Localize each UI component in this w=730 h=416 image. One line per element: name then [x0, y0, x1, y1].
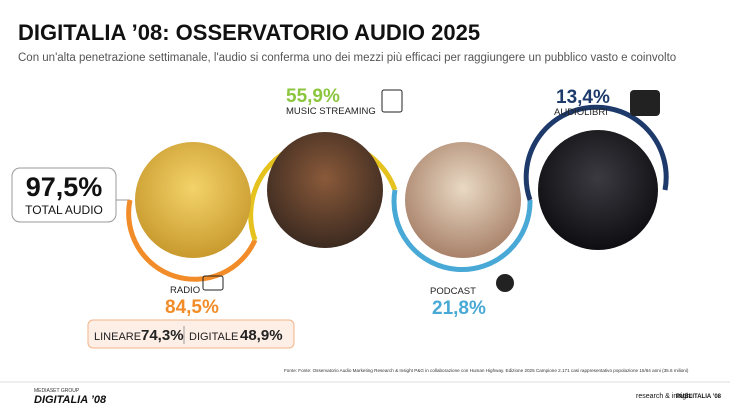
streaming-icon	[381, 89, 403, 113]
footer-brand: DIGITALIA ’08	[34, 394, 107, 406]
audiolibri-icon	[630, 90, 660, 116]
lineare-value: 74,3%	[141, 327, 184, 344]
audiolibri-arc	[523, 104, 669, 201]
footer-research: research & insight	[636, 393, 692, 400]
radio-photo	[135, 142, 251, 258]
total-label: TOTAL AUDIO	[25, 203, 103, 217]
lineare-label: LINEARE	[94, 331, 141, 343]
podcast-arc	[391, 189, 533, 273]
streaming-value: 55,9%	[286, 86, 340, 107]
audiolibri-value: 13,4%	[556, 87, 610, 108]
audiolibri-label: AUDIOLIBRI	[554, 107, 608, 118]
total-box	[11, 167, 117, 223]
subtitle: Con un'alta penetrazione settimanale, l'…	[18, 52, 676, 64]
podcast-photo	[405, 142, 521, 258]
podcast-icon	[496, 274, 514, 292]
radio-arc	[126, 199, 258, 282]
podcast-label: PODCAST	[430, 286, 476, 297]
digitale-label: DIGITALE	[189, 331, 238, 343]
radio-value: 84,5%	[165, 297, 219, 318]
streaming-label: MUSIC STREAMING	[286, 106, 376, 117]
footer-publitalia: PUBLITALIA ’08	[676, 394, 722, 400]
radio-label: RADIO	[170, 285, 200, 296]
podcast-value: 21,8%	[432, 298, 486, 319]
footer-group: MEDIASET GROUP	[34, 388, 80, 394]
radio-icon	[202, 275, 224, 291]
streaming-photo	[267, 132, 383, 248]
title: DIGITALIA ’08: OSSERVATORIO AUDIO 2025	[18, 20, 480, 45]
footnote: Fonte: Fonte: Osservatorio Audio Marketi…	[284, 368, 689, 373]
audiolibri-photo	[538, 130, 658, 250]
radio-breakdown	[87, 319, 295, 349]
total-value: 97,5%	[26, 172, 103, 202]
digitale-value: 48,9%	[240, 327, 283, 344]
